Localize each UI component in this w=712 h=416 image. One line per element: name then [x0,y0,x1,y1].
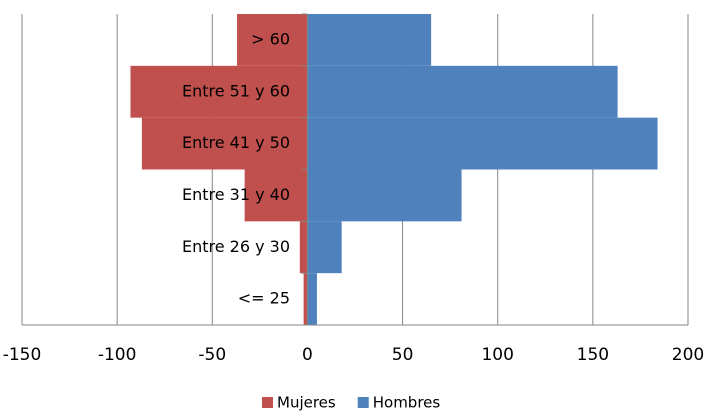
bar [307,14,432,66]
bar [307,221,342,274]
x-tick-label: 0 [302,345,313,365]
bar [130,65,308,118]
x-tick-label: 100 [481,345,513,365]
bar [307,65,618,118]
y-tick-label: Entre 31 y 40 [182,185,290,204]
y-tick-label: Entre 41 y 50 [182,133,290,152]
x-tick-label: -100 [98,345,137,365]
legend-swatch [262,397,273,408]
legend-label: Mujeres [277,394,336,412]
x-tick-label: -50 [198,345,226,365]
bar [307,117,658,170]
bar [299,221,308,274]
legend-label: Hombres [373,394,441,412]
x-tick-label: 200 [672,345,704,365]
bar [141,117,308,170]
x-tick-label: 150 [577,345,609,365]
bar [303,273,308,325]
bar [307,169,462,222]
y-tick-label: <= 25 [238,289,290,308]
y-tick-label: Entre 51 y 60 [182,81,290,100]
x-tick-label: 50 [392,345,414,365]
x-tick-label: -150 [3,345,42,365]
bar [244,169,308,222]
y-tick-label: Entre 26 y 30 [182,237,290,256]
y-tick-label: > 60 [251,29,290,48]
bar [237,14,308,66]
bar [307,273,317,325]
legend-swatch [357,397,369,408]
